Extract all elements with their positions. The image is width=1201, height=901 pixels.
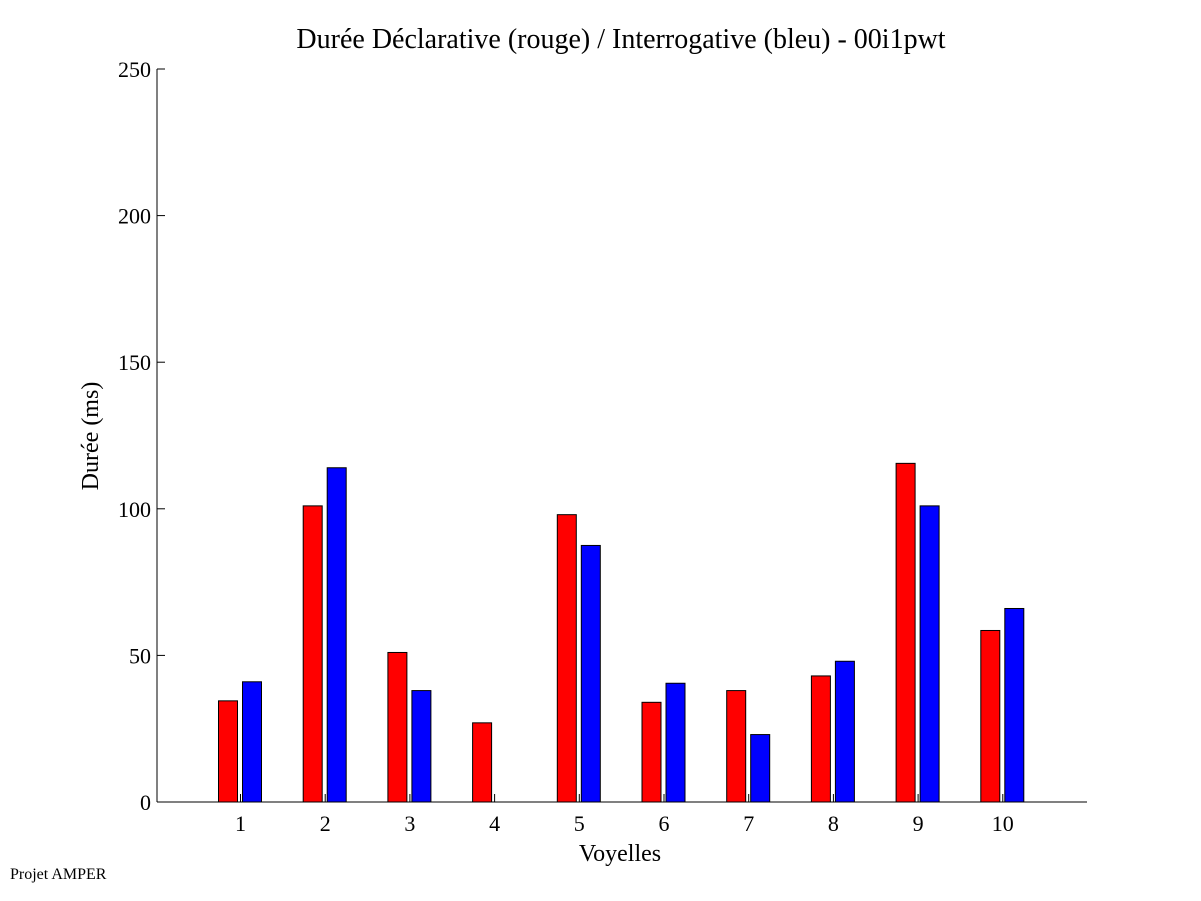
bar-red-1 (218, 700, 238, 803)
x-tick-label: 1 (235, 811, 246, 836)
bar-red-2 (302, 505, 323, 803)
axes-layer (156, 69, 1087, 803)
bar-blue-7 (750, 734, 771, 803)
bar-blue-6 (665, 682, 686, 803)
bar-red-4 (472, 722, 493, 803)
bar-red-9 (895, 462, 916, 803)
chart-title: Durée Déclarative (rouge) / Interrogativ… (296, 24, 945, 55)
bar-blue-10 (1004, 607, 1025, 803)
y-tick-label: 200 (118, 204, 151, 229)
bar-blue-8 (834, 660, 855, 803)
x-tick-label: 9 (913, 811, 924, 836)
x-tick-label: 7 (743, 811, 754, 836)
x-tick-label: 3 (404, 811, 415, 836)
bar-blue-2 (326, 467, 347, 803)
x-tick-label: 5 (574, 811, 585, 836)
bar-red-3 (387, 651, 408, 803)
y-tick-label: 150 (118, 350, 151, 375)
x-tick-label: 10 (992, 811, 1014, 836)
bar-blue-9 (919, 505, 940, 803)
y-tick-label: 50 (129, 643, 151, 668)
bar-blue-5 (580, 544, 601, 803)
bar-red-7 (726, 690, 747, 803)
x-ticks-layer: 1 2 3 4 5 6 7 8 9 10 (235, 794, 1014, 836)
y-axis-label: Durée (ms) (78, 382, 104, 491)
x-tick-label: 6 (659, 811, 670, 836)
bar-red-10 (980, 629, 1001, 803)
x-tick-label: 8 (828, 811, 839, 836)
y-ticks-layer: 0 50 100 150 200 250 (118, 57, 165, 815)
bar-red-6 (641, 701, 662, 803)
bar-blue-3 (411, 690, 432, 803)
y-tick-label: 0 (140, 790, 151, 815)
x-tick-label: 4 (489, 811, 500, 836)
footer-credit: Projet AMPER (10, 866, 107, 883)
bars-layer (218, 462, 1025, 803)
x-tick-label: 2 (320, 811, 331, 836)
bar-blue-1 (242, 681, 262, 803)
bar-red-8 (810, 675, 831, 803)
bar-red-5 (556, 514, 577, 803)
x-axis-label: Voyelles (579, 841, 661, 867)
y-tick-label: 100 (118, 497, 151, 522)
y-tick-label: 250 (118, 57, 151, 82)
